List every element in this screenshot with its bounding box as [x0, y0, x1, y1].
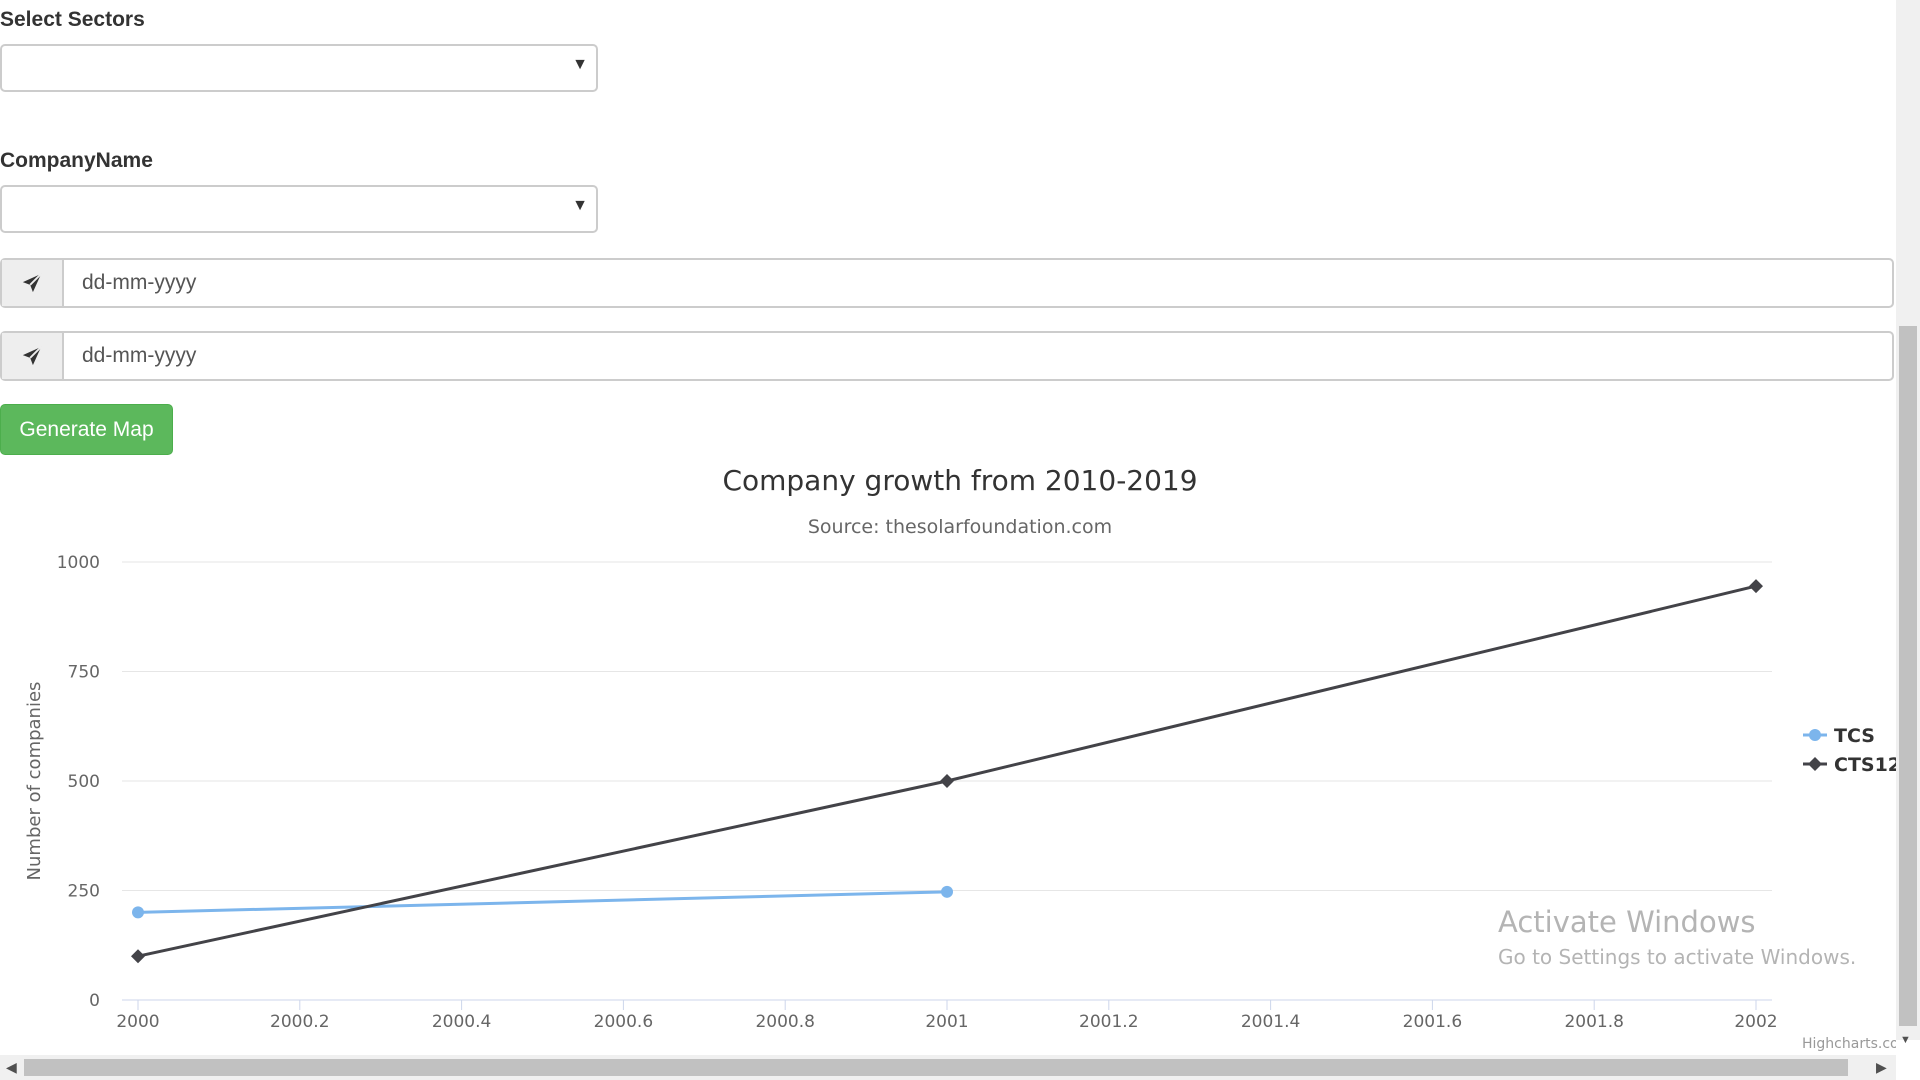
x-tick-label: 2001 — [925, 1012, 968, 1032]
vertical-scrollbar-thumb[interactable] — [1899, 326, 1917, 1026]
generate-map-button[interactable]: Generate Map — [0, 404, 173, 455]
y-tick-label: 0 — [89, 991, 100, 1011]
x-tick-label: 2000.2 — [270, 1012, 329, 1032]
x-tick-label: 2000.4 — [432, 1012, 491, 1032]
data-point-cts12 — [131, 949, 145, 964]
x-tick-label: 2000.6 — [594, 1012, 653, 1032]
legend-label-tcs: TCS — [1834, 725, 1875, 747]
series-line-cts12 — [137, 584, 1757, 958]
scroll-right-icon[interactable]: ▶ — [1876, 1059, 1887, 1075]
x-tick-label: 2001.8 — [1564, 1012, 1623, 1032]
data-point-tcs — [132, 906, 144, 919]
company-select[interactable]: ▼ — [0, 185, 598, 233]
x-tick-label: 2000 — [116, 1012, 159, 1032]
y-tick-label: 500 — [68, 772, 100, 792]
sectors-label: Select Sectors — [0, 8, 145, 31]
line-chart: Company growth from 2010-2019 Source: the… — [24, 464, 1896, 1052]
watermark-title: Activate Windows — [1498, 905, 1756, 939]
x-tick-label: 2001.4 — [1241, 1012, 1300, 1032]
legend-marker-tcs — [1809, 729, 1821, 741]
horizontal-scrollbar[interactable]: ◀ ▶ — [0, 1055, 1896, 1080]
y-tick-label: 750 — [68, 663, 100, 683]
chart-title: Company growth from 2010-2019 — [722, 464, 1197, 497]
horizontal-scrollbar-thumb[interactable] — [24, 1059, 1848, 1076]
company-label: CompanyName — [0, 149, 153, 172]
data-point-cts12 — [940, 774, 954, 788]
caret-down-icon: ▼ — [572, 56, 588, 73]
legend-label-cts12: CTS12 — [1834, 754, 1896, 776]
paper-plane-icon — [2, 333, 64, 379]
scroll-down-icon[interactable]: ▼ — [1900, 1034, 1911, 1046]
x-tick-label: 2002 — [1734, 1012, 1777, 1032]
y-tick-label: 1000 — [57, 553, 100, 573]
from-date-group — [0, 258, 1894, 308]
highcharts-credits: Highcharts.com — [1802, 1036, 1896, 1052]
watermark-subtitle: Go to Settings to activate Windows. — [1498, 945, 1857, 969]
scroll-left-icon[interactable]: ◀ — [6, 1059, 17, 1075]
data-point-tcs — [941, 885, 953, 898]
series-line-tcs — [137, 890, 948, 914]
x-tick-label: 2001.2 — [1079, 1012, 1138, 1032]
to-date-group — [0, 331, 1894, 381]
from-date-input[interactable] — [64, 260, 1892, 306]
chart-subtitle: Source: thesolarfoundation.com — [808, 516, 1112, 538]
activate-windows-watermark: Activate Windows Go to Settings to activ… — [1498, 905, 1856, 969]
y-axis-title: Number of companies — [24, 682, 45, 881]
y-tick-label: 250 — [68, 882, 100, 902]
to-date-input[interactable] — [64, 333, 1892, 379]
legend-marker-cts12 — [1808, 757, 1822, 771]
caret-down-icon: ▼ — [572, 197, 588, 214]
x-tick-label: 2001.6 — [1403, 1012, 1462, 1032]
paper-plane-icon — [2, 260, 64, 306]
sectors-select[interactable]: ▼ — [0, 44, 598, 92]
data-point-cts12 — [1749, 579, 1763, 594]
x-tick-label: 2000.8 — [755, 1012, 814, 1032]
vertical-scrollbar[interactable]: ▼ — [1896, 0, 1920, 1046]
